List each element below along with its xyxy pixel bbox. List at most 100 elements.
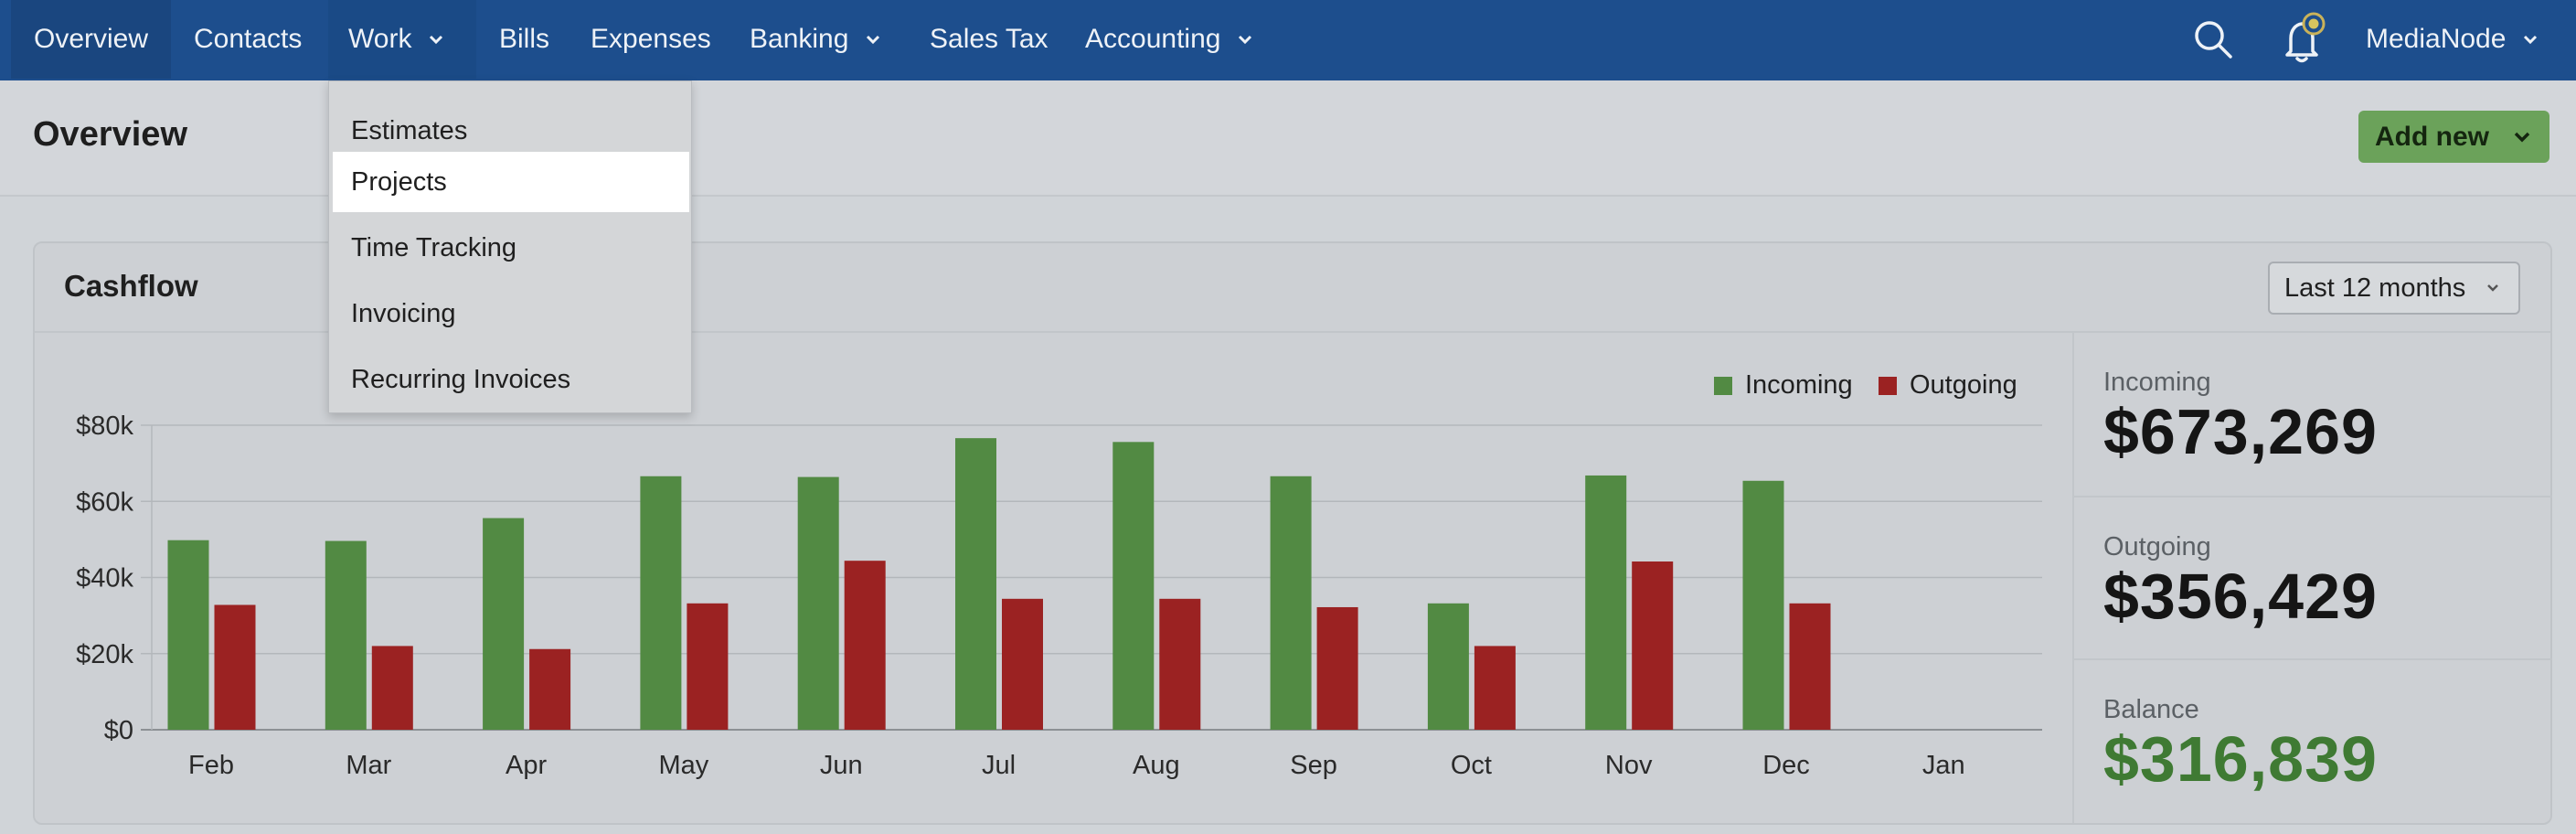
top-nav: Overview Contacts Work Bills Expenses Ba… [0, 0, 2576, 80]
account-name: MediaNode [2366, 24, 2507, 54]
notifications-button[interactable] [2276, 0, 2333, 79]
bar-outgoing[interactable] [1789, 603, 1831, 730]
x-tick-label: Mar [346, 751, 391, 780]
menu-item-estimates-label: Estimates [351, 115, 468, 145]
nav-banking[interactable]: Banking [750, 0, 881, 79]
bar-outgoing[interactable] [687, 603, 729, 730]
stat-balance: Balance $316,839 [2074, 658, 2552, 821]
bar-incoming[interactable] [955, 438, 996, 730]
menu-item-invoicing-label: Invoicing [351, 298, 456, 328]
chevron-down-icon [430, 35, 443, 45]
x-tick-label: Jan [1922, 751, 1965, 780]
stat-outgoing-label: Outgoing [2103, 532, 2211, 561]
bar-outgoing[interactable] [844, 561, 886, 730]
add-new-label: Add new [2375, 121, 2489, 152]
chart-x-labels: Feb Mar Apr May Jun Jul Aug Sep Oct Nov Dec Jan [188, 751, 1965, 780]
nav-bills[interactable]: Bills [499, 0, 549, 79]
stat-balance-label: Balance [2103, 695, 2199, 724]
x-tick-label: Aug [1133, 751, 1180, 780]
bar-incoming[interactable] [640, 476, 682, 730]
chevron-down-icon [1239, 35, 1252, 45]
nav-accounting[interactable]: Accounting [1085, 0, 1253, 79]
menu-item-estimates[interactable]: Estimates [329, 100, 691, 162]
nav-overview[interactable]: Overview [11, 0, 171, 79]
bar-incoming[interactable] [483, 518, 525, 730]
legend-swatch-incoming [1714, 377, 1732, 395]
search-button[interactable] [2192, 0, 2234, 79]
x-tick-label: Apr [506, 751, 547, 780]
nav-contacts-label: Contacts [194, 24, 303, 54]
stat-outgoing: Outgoing $356,429 [2074, 496, 2552, 658]
bar-outgoing[interactable] [1159, 598, 1201, 730]
search-icon [2195, 21, 2232, 59]
page-title: Overview [33, 115, 187, 154]
x-tick-label: Feb [188, 751, 234, 780]
bar-incoming[interactable] [1585, 475, 1627, 730]
bar-outgoing[interactable] [1632, 561, 1674, 730]
nav-overview-label: Overview [33, 24, 149, 54]
chart-grid [141, 424, 2042, 731]
nav-sales-tax-label: Sales Tax [930, 24, 1048, 54]
y-tick-label: $60k [76, 487, 133, 517]
account-menu[interactable]: MediaNode [2366, 0, 2539, 79]
bar-incoming[interactable] [1270, 476, 1312, 730]
bar-outgoing[interactable] [1002, 598, 1043, 730]
bar-outgoing[interactable] [371, 646, 413, 730]
y-tick-label: $80k [76, 412, 133, 441]
legend-label-outgoing: Outgoing [1910, 370, 2017, 400]
nav-expenses[interactable]: Expenses [591, 0, 711, 79]
legend-swatch-outgoing [1879, 377, 1897, 395]
stat-incoming-label: Incoming [2103, 368, 2211, 397]
nav-contacts[interactable]: Contacts [194, 0, 302, 79]
bar-incoming[interactable] [325, 540, 367, 730]
bar-outgoing[interactable] [1316, 606, 1358, 730]
bar-incoming[interactable] [797, 476, 839, 730]
date-range-value: Last 12 months [2284, 273, 2466, 303]
chart-bars [167, 438, 1831, 730]
nav-accounting-label: Accounting [1085, 24, 1221, 54]
add-new-button[interactable]: Add new [2358, 111, 2549, 163]
nav-work[interactable]: Work [328, 0, 476, 79]
x-tick-label: May [659, 751, 709, 780]
bell-icon [2285, 12, 2326, 63]
menu-item-projects-label: Projects [351, 166, 447, 197]
y-tick-label: $20k [76, 640, 133, 669]
x-tick-label: Dec [1762, 751, 1810, 780]
x-tick-label: Sep [1290, 751, 1337, 780]
bar-incoming[interactable] [167, 540, 209, 730]
chart-legend: Incoming Outgoing [1714, 370, 2017, 400]
bar-outgoing[interactable] [1474, 646, 1516, 730]
chevron-down-icon [2524, 35, 2538, 45]
nav-banking-label: Banking [750, 24, 849, 54]
stat-balance-value: $316,839 [2103, 723, 2378, 795]
chevron-down-icon [2487, 284, 2499, 292]
stat-incoming-value: $673,269 [2103, 396, 2378, 467]
bar-incoming[interactable] [1427, 603, 1469, 730]
legend-label-incoming: Incoming [1745, 370, 1853, 400]
bar-outgoing[interactable] [214, 604, 256, 730]
menu-item-recurring-invoices-label: Recurring Invoices [351, 364, 571, 394]
chart-y-labels: $0 $20k $40k $60k $80k [76, 412, 133, 745]
cashflow-stats: Incoming $673,269 Outgoing $356,429 Bala… [2072, 333, 2552, 823]
x-tick-label: Nov [1605, 751, 1653, 780]
bar-incoming[interactable] [1742, 480, 1784, 730]
menu-item-invoicing[interactable]: Invoicing [329, 283, 691, 345]
nav-sales-tax[interactable]: Sales Tax [930, 0, 1048, 79]
menu-item-recurring-invoices[interactable]: Recurring Invoices [329, 348, 691, 411]
cashflow-card-header: Cashflow Last 12 months [35, 243, 2550, 333]
bar-incoming[interactable] [1112, 442, 1155, 730]
chevron-down-icon [2514, 132, 2530, 142]
x-tick-label: Jun [820, 751, 863, 780]
bar-outgoing[interactable] [529, 648, 571, 730]
work-dropdown-menu: Estimates Projects Time Tracking Invoici… [328, 80, 692, 413]
cashflow-title: Cashflow [64, 269, 198, 303]
nav-bills-label: Bills [499, 24, 550, 54]
menu-item-projects[interactable]: Projects [333, 152, 689, 212]
menu-item-time-tracking[interactable]: Time Tracking [329, 217, 691, 279]
stat-incoming: Incoming $673,269 [2074, 333, 2552, 494]
nav-work-label: Work [348, 24, 412, 54]
menu-item-time-tracking-label: Time Tracking [351, 232, 517, 262]
x-tick-label: Oct [1451, 751, 1492, 780]
date-range-select[interactable]: Last 12 months [2268, 262, 2520, 315]
y-tick-label: $40k [76, 564, 133, 593]
